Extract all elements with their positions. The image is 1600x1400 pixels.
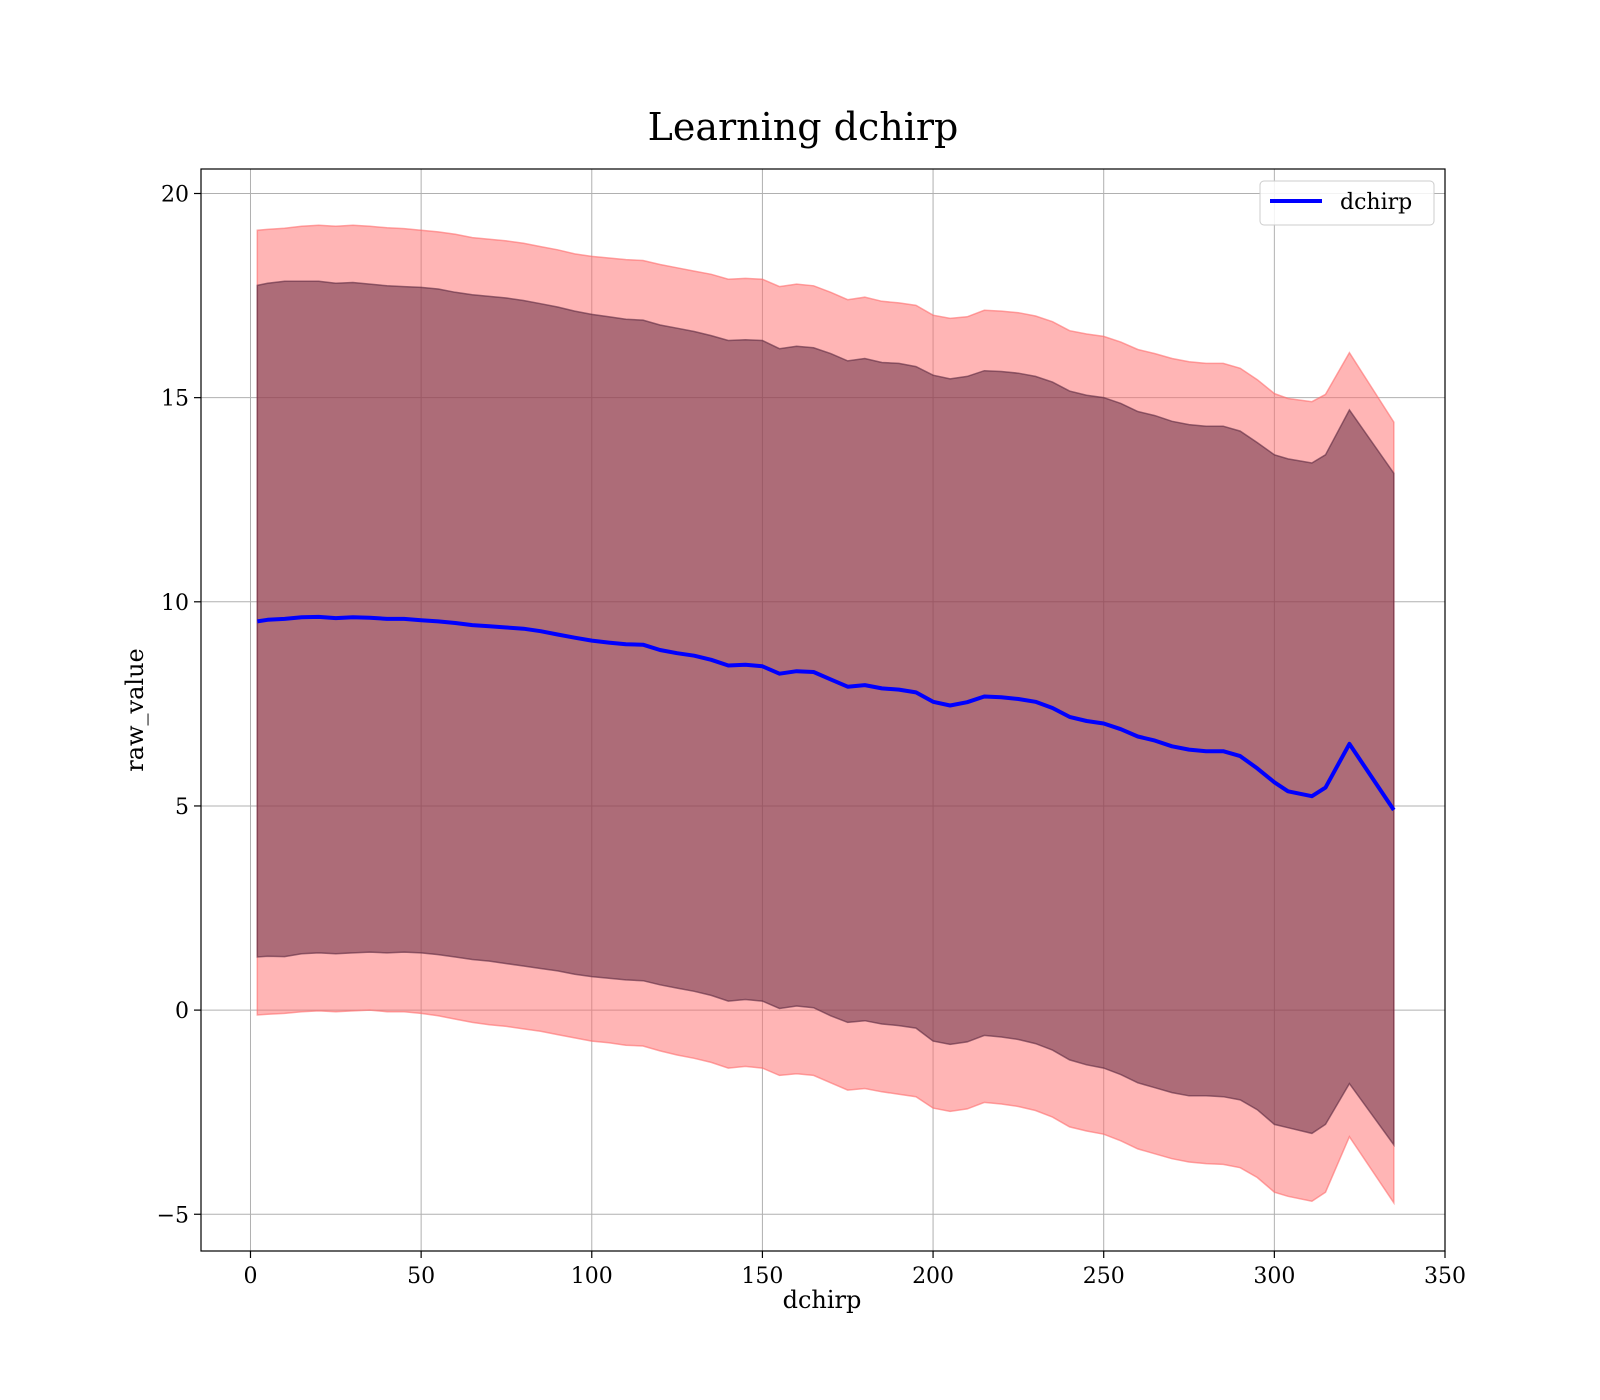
legend: dchirp [1259,180,1435,226]
y-axis-label: raw_value [121,648,149,772]
x-tick-label: 300 [1253,1264,1295,1289]
x-axis-label: dchirp [783,1286,862,1314]
legend-label-dchirp: dchirp [1340,190,1412,215]
x-tick-label: 100 [571,1264,613,1289]
chart-title: Learning dchirp [648,105,959,149]
plot-frame [200,168,1446,1252]
inner-band [256,280,1395,1148]
x-tick-label: 150 [741,1264,783,1289]
x-tick-label: 50 [407,1264,435,1289]
bands [256,224,1395,1206]
y-tick-label: 5 [175,795,189,820]
x-tick-label: 0 [243,1264,257,1289]
ticks: 0 50 100 150 200 250 300 350 −5 0 5 10 15 20 [157,182,1466,1289]
y-tick-label: −5 [157,1203,189,1228]
y-tick-label: 15 [161,387,189,412]
y-tick-label: 10 [161,591,189,616]
y-tick-label: 20 [161,182,189,207]
x-tick-label: 350 [1424,1264,1466,1289]
series-line-dchirp [256,614,1396,812]
y-tick-label: 0 [175,999,189,1024]
legend-box [1259,180,1435,226]
series-layer [256,614,1396,812]
x-tick-label: 250 [1083,1264,1125,1289]
x-tick-label: 200 [912,1264,954,1289]
